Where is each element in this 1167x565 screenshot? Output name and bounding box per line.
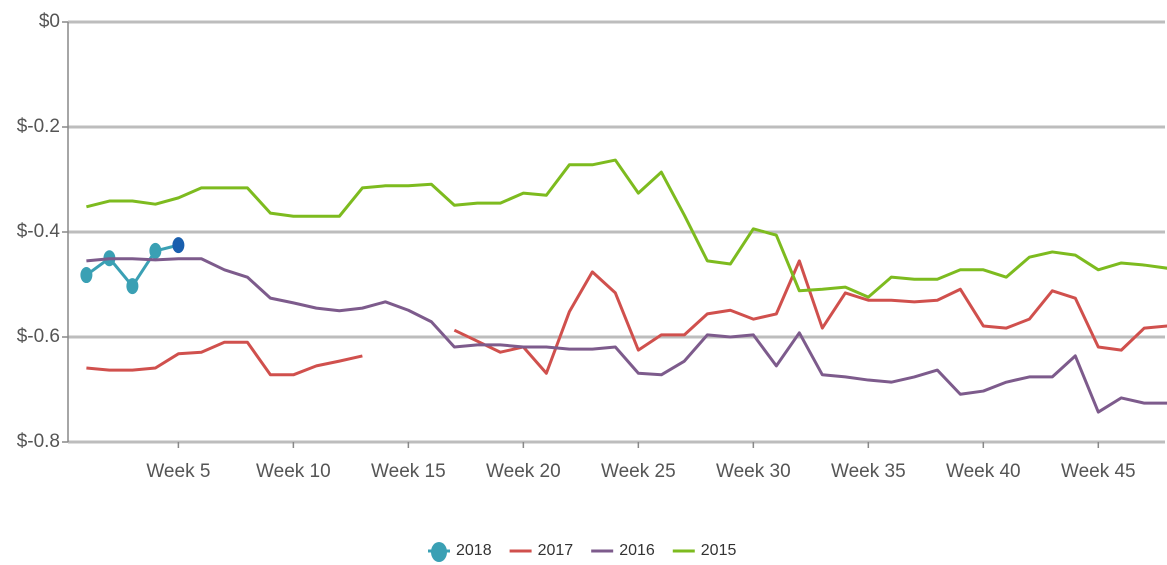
legend-label: 2017 (538, 542, 574, 559)
x-tick-label: Week 5 (146, 461, 210, 482)
series-line (86, 257, 1167, 414)
x-tick-label: Week 20 (486, 461, 561, 482)
legend-label: 2015 (701, 542, 737, 559)
point (172, 237, 185, 254)
point (80, 267, 93, 284)
x-tick-label: Week 35 (831, 461, 906, 482)
x-tick-label: Week 25 (601, 461, 676, 482)
series-line (86, 158, 1167, 299)
x-tick-label: Week 10 (256, 461, 331, 482)
y-tick-label: $-0.8 (17, 431, 60, 452)
legend-label: 2016 (619, 542, 655, 559)
y-tick-label: $-0.4 (17, 221, 61, 242)
legend-label: 2018 (456, 542, 492, 559)
legend-marker (431, 542, 447, 562)
x-tick-label: Week 15 (371, 461, 446, 482)
point (126, 278, 139, 295)
legend: 2018 2017 2016 2015 (428, 542, 736, 562)
x-tick-label: Week 40 (946, 461, 1021, 482)
y-tick-label: $-0.6 (17, 326, 60, 347)
y-tick-label: $-0.2 (17, 116, 60, 137)
point (149, 242, 162, 259)
x-tick-label: Week 30 (716, 461, 791, 482)
y-tick-label: $0 (39, 11, 60, 32)
series-line (86, 259, 1167, 377)
x-tick-label: Week 45 (1061, 461, 1136, 482)
